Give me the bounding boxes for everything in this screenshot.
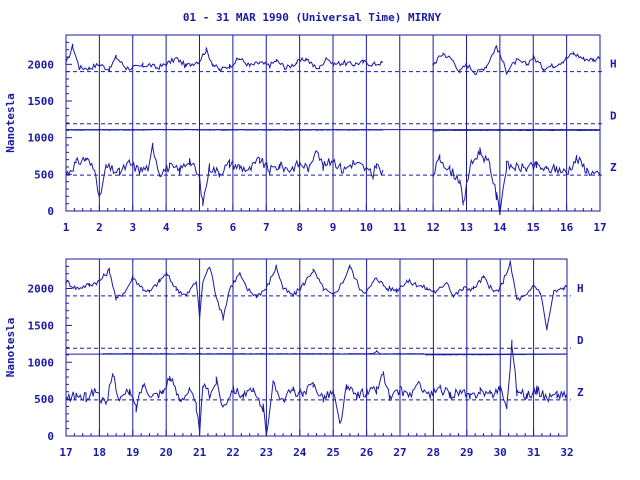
x-tick-label: 3: [129, 221, 136, 234]
y-tick-label: 2000: [28, 283, 55, 296]
series-label-h: H: [577, 282, 584, 295]
x-tick-label: 8: [296, 221, 303, 234]
x-tick-label: 6: [230, 221, 237, 234]
x-tick-label: 16: [560, 221, 574, 234]
y-axis-label: Nanotesla: [4, 318, 17, 378]
x-tick-label: 18: [93, 446, 106, 459]
chart-title: 01 - 31 MAR 1990 (Universal Time) MIRNY: [183, 11, 442, 24]
x-tick-label: 29: [460, 446, 473, 459]
series-label-z: Z: [577, 386, 584, 399]
x-tick-label: 25: [327, 446, 340, 459]
plot-frame: [65, 258, 568, 437]
x-tick-label: 11: [393, 221, 407, 234]
series-h-trace: [65, 260, 568, 331]
x-tick-label: 27: [393, 446, 406, 459]
series-label-z: Z: [610, 161, 617, 174]
series-d-trace: [102, 349, 568, 356]
x-tick-label: 13: [460, 221, 473, 234]
x-tick-label: 32: [560, 446, 573, 459]
x-tick-label: 14: [493, 221, 507, 234]
x-tick-label: 26: [360, 446, 374, 459]
x-tick-label: 17: [59, 446, 72, 459]
x-tick-label: 4: [163, 221, 170, 234]
x-tick-label: 30: [494, 446, 507, 459]
y-tick-label: 1500: [28, 95, 55, 108]
series-label-h: H: [610, 58, 617, 71]
y-tick-label: 500: [34, 393, 54, 406]
x-tick-label: 17: [593, 221, 606, 234]
x-tick-label: 1: [63, 221, 70, 234]
x-tick-label: 20: [160, 446, 173, 459]
y-axis-label: Nanotesla: [4, 93, 17, 153]
series-z-trace: [65, 142, 601, 216]
series-d-trace: [65, 128, 601, 132]
x-tick-label: 5: [196, 221, 203, 234]
x-tick-label: 19: [126, 446, 139, 459]
x-tick-label: 21: [193, 446, 207, 459]
x-tick-label: 31: [527, 446, 541, 459]
x-tick-label: 7: [263, 221, 270, 234]
y-tick-label: 500: [34, 168, 54, 181]
x-tick-label: 23: [260, 446, 273, 459]
x-tick-label: 12: [427, 221, 440, 234]
x-tick-label: 28: [427, 446, 440, 459]
y-tick-label: 0: [47, 430, 54, 443]
x-tick-label: 10: [360, 221, 373, 234]
panel-bottom: 17 18 19 20 21 22 23 24 25 26 27 28 29 30 31 32 0 500 1000…: [4, 258, 584, 459]
panel-top: 1 2 3 4 5 6 7 8 9 10 11 12 13 14 15 16 17050010001500200…: [4, 34, 617, 234]
y-tick-label: 1500: [28, 319, 55, 332]
x-tick-label: 15: [527, 221, 540, 234]
y-tick-label: 2000: [28, 58, 55, 71]
series-label-d: D: [610, 110, 617, 123]
y-tick-label: 0: [47, 205, 54, 218]
x-tick-label: 22: [226, 446, 239, 459]
x-tick-label: 9: [330, 221, 337, 234]
series-z-trace: [65, 339, 568, 437]
x-tick-label: 2: [96, 221, 103, 234]
series-h-trace: [65, 43, 601, 76]
x-tick-label: 24: [293, 446, 307, 459]
y-tick-label: 1000: [28, 132, 55, 145]
series-label-d: D: [577, 334, 584, 347]
y-tick-label: 1000: [28, 356, 55, 369]
